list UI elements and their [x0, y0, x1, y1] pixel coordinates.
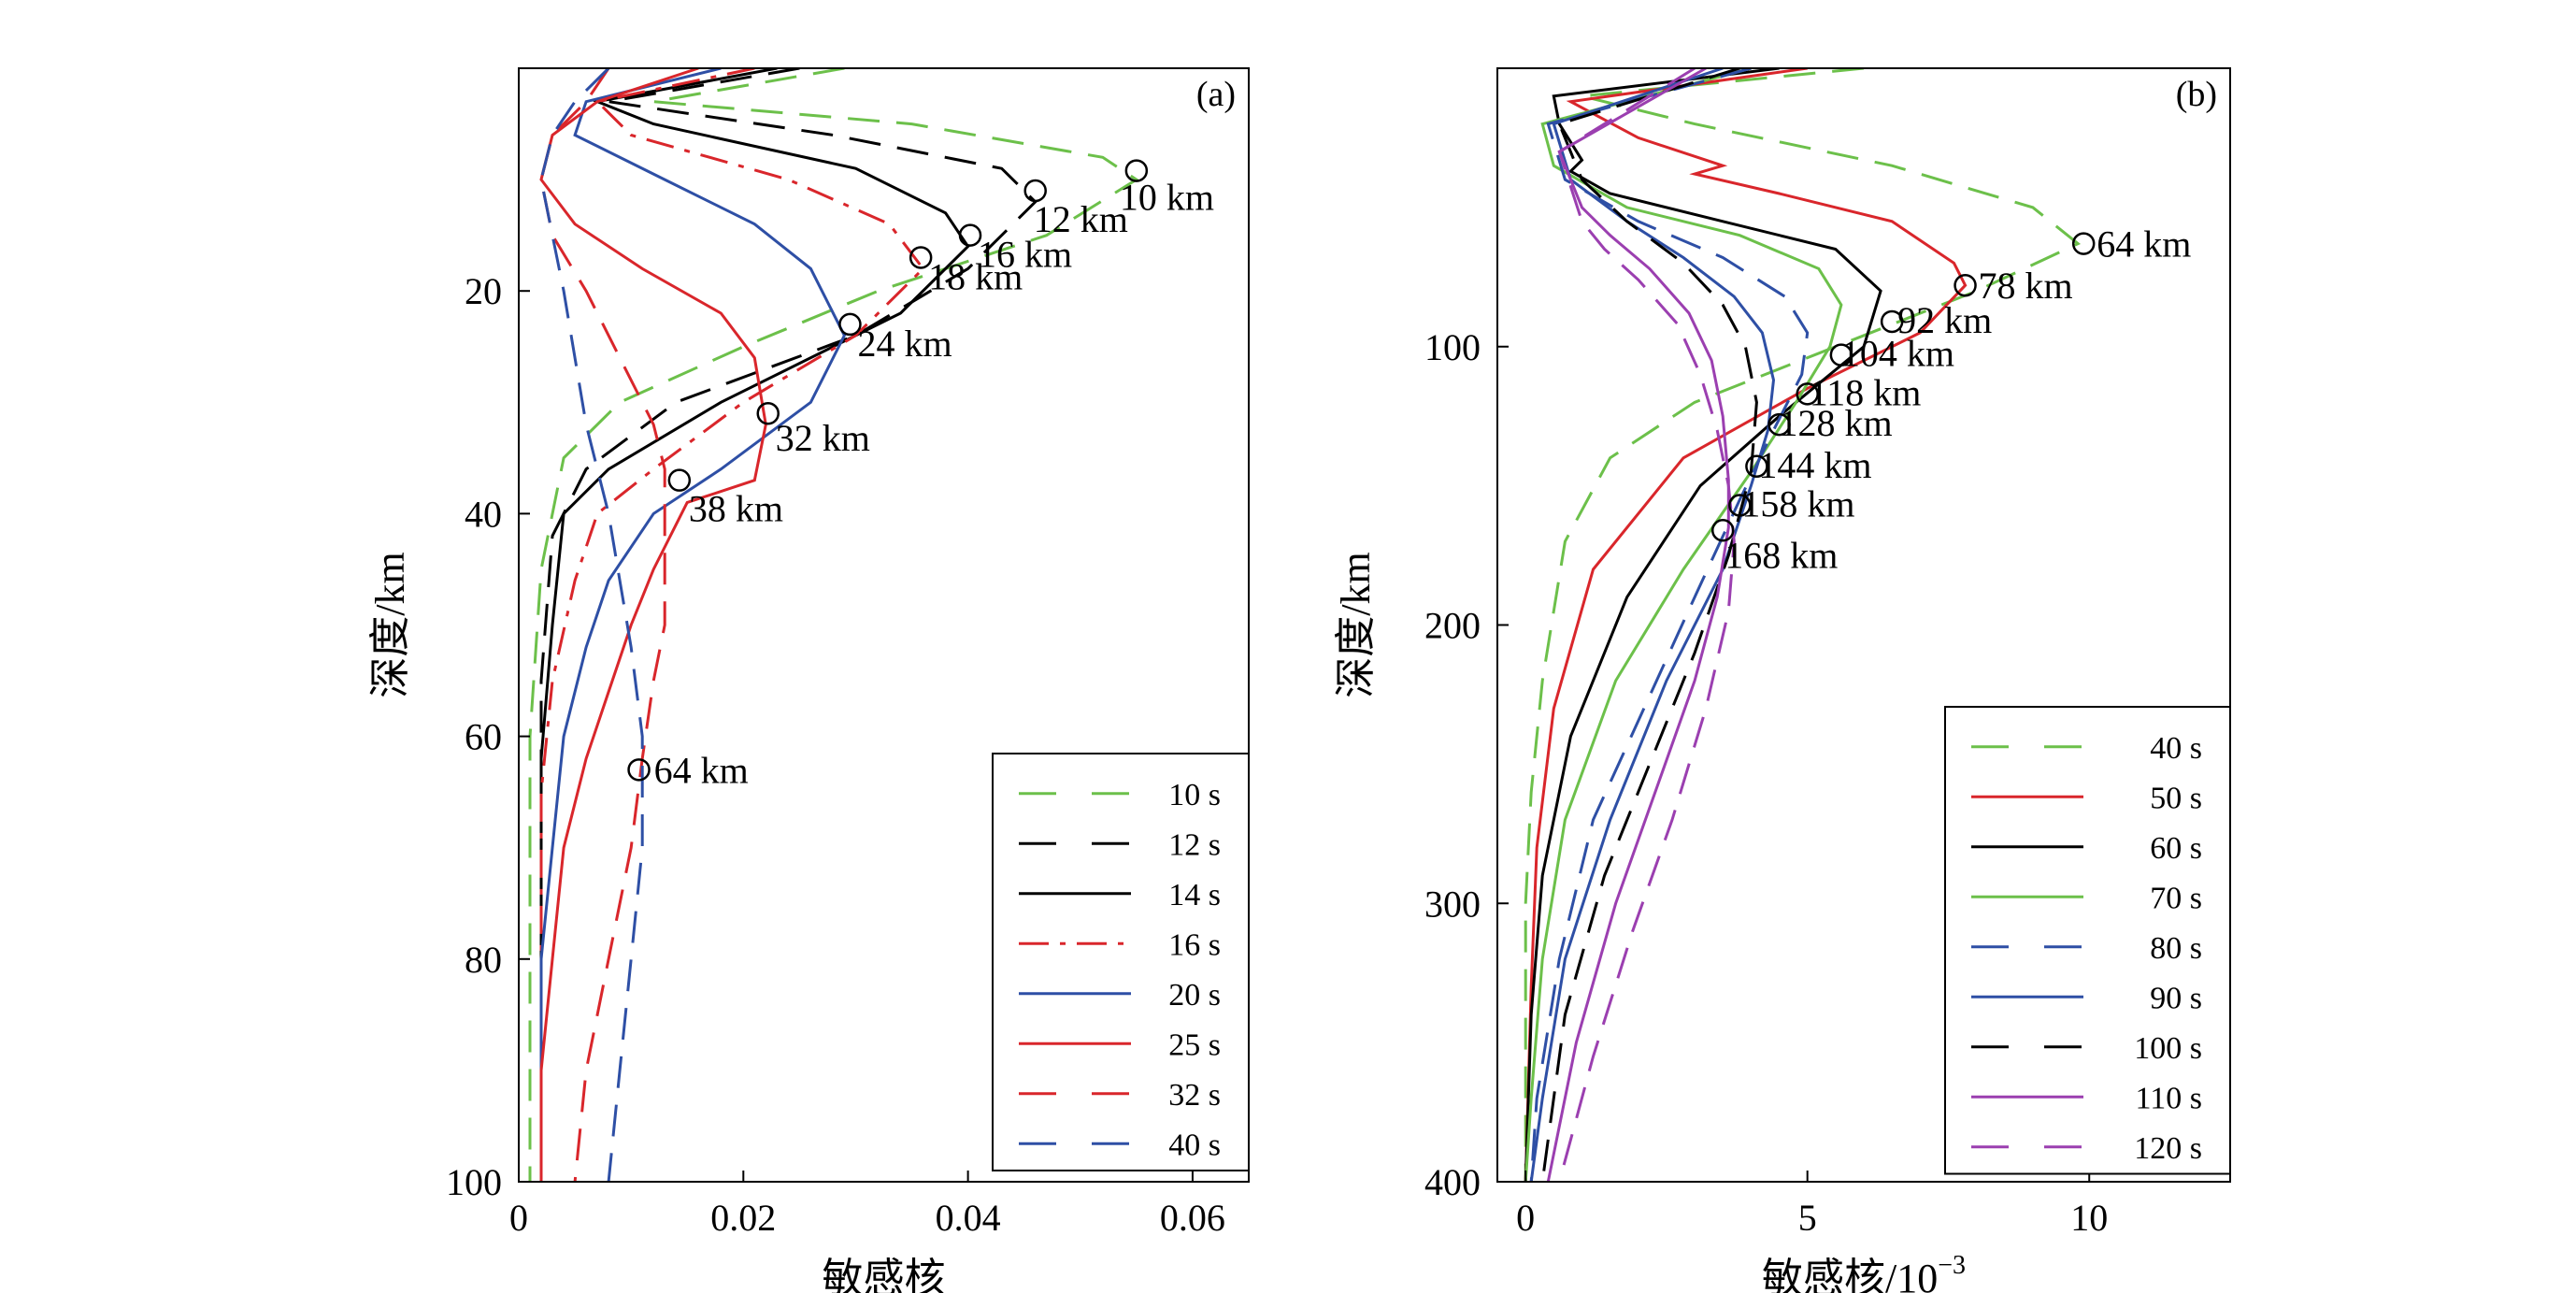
- legend-entry: 10 s: [1168, 778, 1221, 812]
- y-axis-label: 深度/km: [1333, 552, 1379, 697]
- panel-label: (a): [1196, 75, 1236, 114]
- legend-entry: 60 s: [2150, 831, 2202, 866]
- legend-entry: 20 s: [1168, 978, 1221, 1013]
- marker-circle: [1796, 382, 1819, 406]
- y-tick-label: 300: [1424, 883, 1481, 925]
- legend-entry: 100 s: [2134, 1031, 2202, 1066]
- marker-circle: [1124, 159, 1149, 182]
- series-line-b-2: [1524, 68, 1882, 1182]
- depth-annotation: 104 km: [1841, 333, 1954, 375]
- legend: 10 s 12 s 14 s 16 s 20 s 25 s 32 s 40 s: [992, 753, 1250, 1171]
- depth-annotation: 128 km: [1780, 402, 1893, 444]
- legend-entry: 110 s: [2136, 1081, 2202, 1115]
- x-axis-label: 敏感核/10−3: [1762, 1251, 1966, 1293]
- marker-circle: [1745, 454, 1768, 479]
- legend: 40 s 50 s 60 s 70 s 80 s 90 s 100 s 110 s 120 s: [1944, 706, 2231, 1175]
- series-line-b-7: [1546, 68, 1730, 1182]
- marker-circle: [756, 401, 780, 425]
- marker-circle: [838, 312, 862, 337]
- legend-entry: 80 s: [2150, 931, 2202, 966]
- y-axis-label: 深度/km: [367, 552, 413, 697]
- panel-a-chart: 0 0.02 0.04 0.06 20 40 60 80 100 敏感核 深度/km (a) 10 km…: [367, 67, 1250, 1293]
- x-tick-label: 0.02: [710, 1197, 776, 1239]
- depth-annotation: 18 km: [928, 255, 1023, 297]
- series-line-a-2: [539, 68, 970, 1182]
- marker-circle: [1023, 179, 1047, 203]
- y-tick-label: 60: [465, 716, 502, 758]
- y-tick-label: 100: [446, 1161, 502, 1203]
- y-tick-label: 200: [1424, 605, 1481, 647]
- depth-annotation: 144 km: [1758, 444, 1871, 486]
- marker-circle: [1728, 494, 1752, 517]
- series-line-b-6: [1540, 68, 1758, 1182]
- y-tick-label: 20: [465, 270, 502, 312]
- depth-annotation: 16 km: [978, 234, 1072, 276]
- x-axis-label: 敏感核: [823, 1256, 946, 1293]
- marker-circle: [667, 468, 692, 492]
- x-tick-label: 0.04: [936, 1197, 1001, 1239]
- x-tick-label: 0: [509, 1197, 528, 1239]
- panel-label: (b): [2176, 75, 2217, 114]
- series-line-a-5: [539, 68, 767, 1182]
- marker-circle: [958, 223, 982, 247]
- depth-annotation: 92 km: [1897, 299, 1992, 341]
- marker-circle: [1880, 309, 1904, 334]
- legend-entry: 70 s: [2150, 881, 2202, 915]
- legend-entry: 32 s: [1168, 1078, 1221, 1113]
- marker-circle: [1953, 273, 1977, 297]
- marker-circle: [1829, 343, 1853, 366]
- series-line-a-1: [539, 68, 1038, 1182]
- panel-b-chart: 0 5 10 100 200 300 400 敏感核/10−3 深度/km (b) 64 km 78 …: [1333, 67, 2231, 1293]
- marker-circle: [2071, 232, 2096, 255]
- y-tick-label: 40: [465, 493, 502, 535]
- legend-entry: 50 s: [2150, 781, 2202, 815]
- legend-entry: 25 s: [1168, 1027, 1221, 1062]
- legend-entry: 40 s: [2150, 731, 2202, 766]
- depth-annotation: 118 km: [1810, 371, 1922, 413]
- series-line-a-6: [539, 68, 666, 1182]
- x-tick-label: 0: [1516, 1197, 1535, 1239]
- y-tick-label: 80: [465, 939, 502, 981]
- x-tick-label: 0.06: [1160, 1197, 1225, 1239]
- depth-annotation: 24 km: [857, 323, 952, 365]
- marker-circle: [1710, 519, 1735, 542]
- depth-annotation: 38 km: [689, 488, 783, 530]
- marker-circle: [627, 758, 651, 782]
- marker-circle: [1767, 412, 1791, 437]
- series-line-a-3: [539, 68, 925, 1182]
- series-line-b-0: [1524, 68, 2082, 1182]
- series-line-b-1: [1524, 68, 1968, 1182]
- legend-entry: 120 s: [2134, 1131, 2202, 1166]
- legend-entry: 14 s: [1168, 878, 1221, 912]
- series-line-a-4: [539, 68, 847, 1182]
- depth-annotation: 64 km: [2097, 223, 2191, 266]
- x-tick-label: 10: [2070, 1197, 2108, 1239]
- series-line-a-7: [539, 68, 644, 1182]
- x-tick-label: 5: [1798, 1197, 1817, 1239]
- y-tick-label: 100: [1424, 326, 1481, 368]
- series-line-a-0: [528, 68, 1139, 1182]
- legend-entry: 12 s: [1168, 827, 1221, 862]
- depth-annotation: 32 km: [776, 417, 870, 459]
- depth-annotation: 64 km: [654, 749, 749, 791]
- depth-annotation: 168 km: [1724, 534, 1838, 576]
- series-line-b-4: [1529, 68, 1810, 1182]
- depth-annotation: 158 km: [1741, 482, 1854, 524]
- depth-annotation: 12 km: [1034, 198, 1128, 240]
- legend-entry: 90 s: [2150, 981, 2202, 1015]
- legend-entry: 40 s: [1168, 1128, 1221, 1162]
- plot-frame: [518, 67, 1250, 1183]
- depth-annotation: 10 km: [1120, 177, 1214, 219]
- series-line-b-5: [1529, 68, 1776, 1182]
- marker-circle: [909, 246, 933, 269]
- depth-annotation: 78 km: [1979, 265, 2073, 307]
- series-line-b-8: [1557, 68, 1736, 1182]
- y-tick-label: 400: [1424, 1161, 1481, 1203]
- legend-entry: 16 s: [1168, 927, 1221, 962]
